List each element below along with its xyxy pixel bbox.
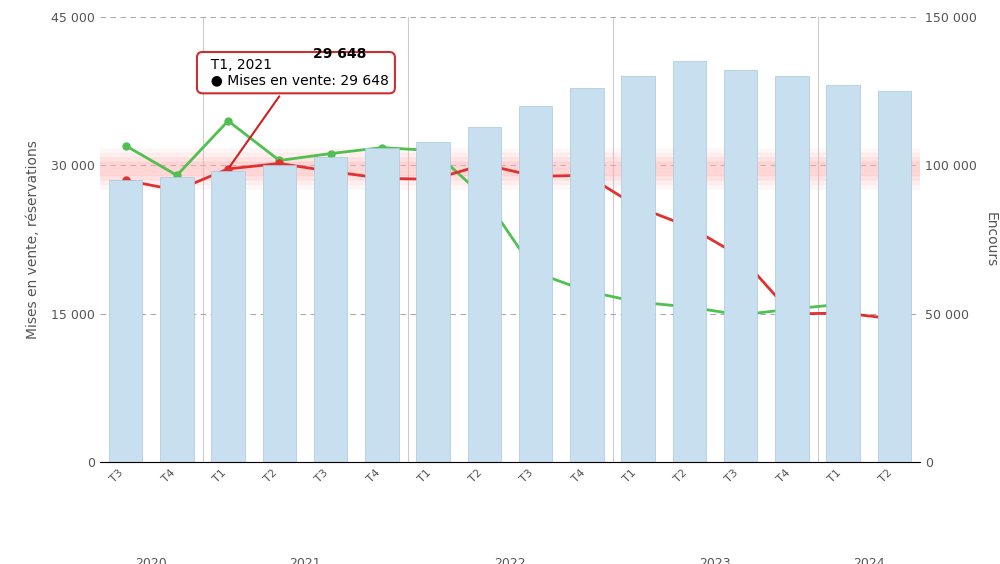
Bar	[211, 171, 245, 462]
Circle shape	[0, 158, 1000, 180]
Text: 2024: 2024	[853, 557, 885, 564]
Text: 2022: 2022	[494, 557, 526, 564]
Bar	[263, 165, 296, 462]
Circle shape	[0, 149, 1000, 189]
Y-axis label: Mises en vente, réservations: Mises en vente, réservations	[26, 140, 40, 339]
Y-axis label: Encours: Encours	[984, 212, 998, 267]
Circle shape	[0, 162, 1000, 175]
Text: 2023: 2023	[699, 557, 731, 564]
Text: 2020: 2020	[135, 557, 167, 564]
Text: 29 648: 29 648	[313, 47, 366, 61]
Bar	[570, 88, 604, 462]
Text: 2021: 2021	[289, 557, 321, 564]
Bar	[621, 76, 655, 462]
Bar	[109, 180, 142, 462]
Bar	[673, 61, 706, 462]
Bar	[468, 127, 501, 462]
Bar	[314, 157, 347, 462]
Bar	[775, 76, 809, 462]
Bar	[416, 142, 450, 462]
Bar	[365, 148, 399, 462]
Bar	[160, 177, 194, 462]
Bar	[724, 70, 757, 462]
Circle shape	[0, 153, 1000, 184]
Bar	[519, 106, 552, 462]
Bar	[878, 91, 911, 462]
Bar	[826, 85, 860, 462]
Text: T1, 2021
  ● Mises en vente: 29 648: T1, 2021 ● Mises en vente: 29 648	[202, 58, 389, 166]
